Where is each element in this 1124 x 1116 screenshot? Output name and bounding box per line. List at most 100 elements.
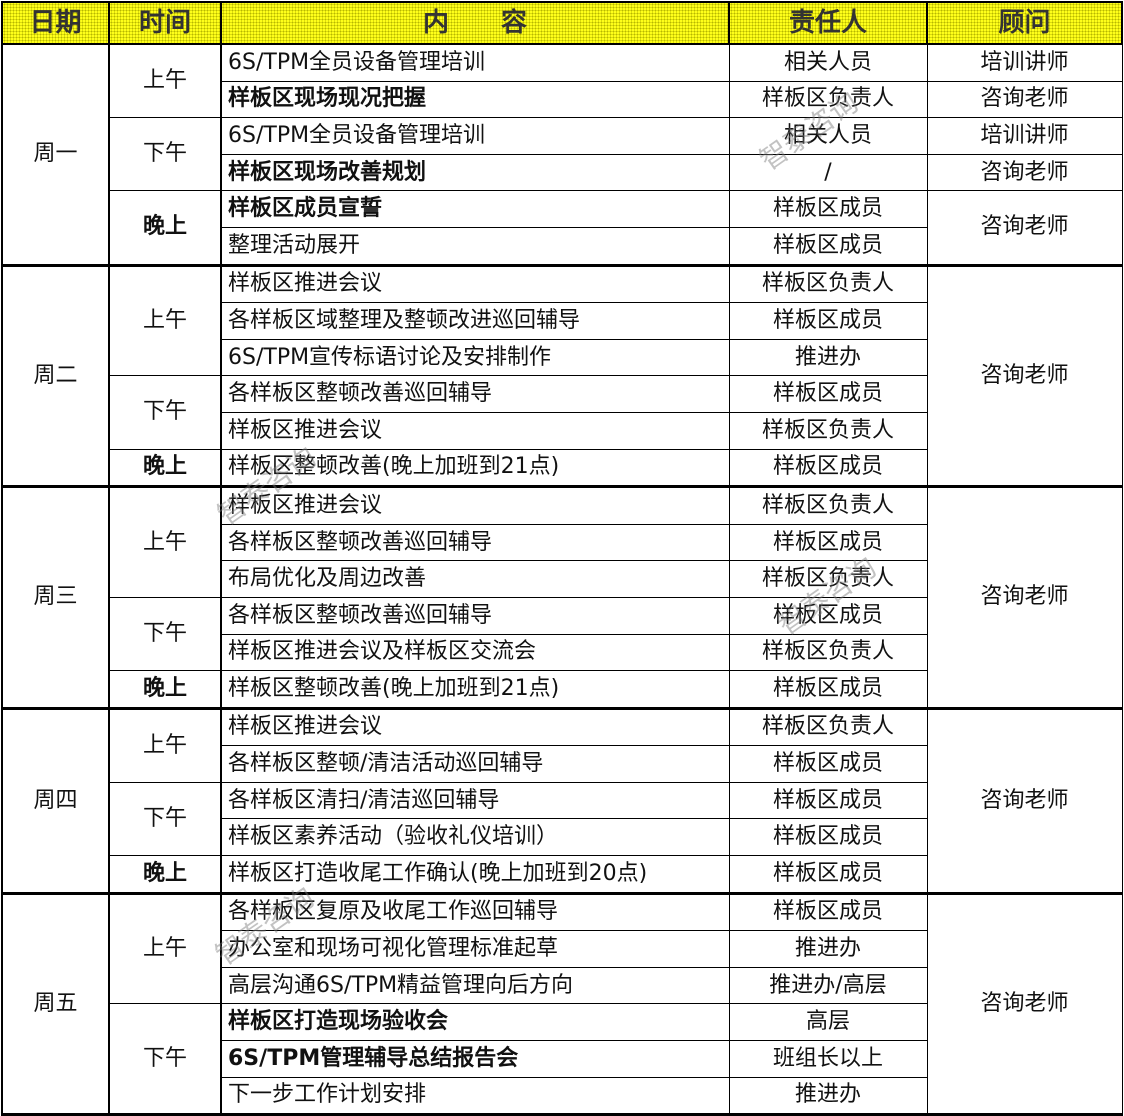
content-cell: 样板区整顿改善(晚上加班到21点) — [220, 670, 730, 710]
content-cell: 样板区打造收尾工作确认(晚上加班到20点) — [220, 855, 730, 895]
content-cell: 下一步工作计划安排 — [220, 1076, 730, 1116]
content-cell: 样板区打造现场验收会 — [220, 1003, 730, 1042]
time-cell: 下午 — [108, 1003, 222, 1116]
header-time: 时间 — [108, 1, 222, 45]
person-cell: 样板区负责人 — [728, 707, 928, 747]
content-cell: 各样板区整顿改善巡回辅导 — [220, 596, 730, 635]
content-cell: 样板区现场改善规划 — [220, 153, 730, 192]
advisor-cell: 咨询老师 — [926, 80, 1123, 119]
content-cell: 各样板区清扫/清洁巡回辅导 — [220, 781, 730, 820]
header-content: 内 容 — [220, 1, 730, 45]
person-cell: 样板区成员 — [728, 190, 928, 228]
table-row: 周二 上午 样板区推进会议 样板区负责人 咨询老师 — [1, 264, 1123, 489]
header-date: 日期 — [1, 1, 110, 45]
time-cell: 下午 — [108, 781, 222, 857]
person-cell: 样板区负责人 — [728, 264, 928, 304]
content-cell: 样板区成员宣誓 — [220, 190, 730, 228]
table-row: 高层沟通6S/TPM精益管理向后方向 推进办/高层 — [2, 966, 1122, 1005]
person-cell: 样板区负责人 — [728, 80, 928, 119]
content-cell: 样板区现场现况把握 — [220, 80, 730, 119]
content-cell: 整理活动展开 — [220, 226, 730, 267]
day-cell: 周一 — [1, 43, 110, 267]
person-cell: 样板区成员 — [728, 448, 928, 489]
header-row: 日期 时间 内 容 责任人 顾问 — [1, 1, 1123, 45]
content-cell: 6S/TPM宣传标语讨论及安排制作 — [220, 338, 730, 377]
content-cell: 各样板区整顿改善巡回辅导 — [220, 375, 730, 413]
day-cell: 周三 — [1, 486, 110, 710]
person-cell: 样板区成员 — [728, 818, 928, 857]
person-cell: 样板区成员 — [728, 226, 928, 267]
person-cell: 样板区成员 — [728, 892, 928, 932]
advisor-cell: 培训讲师 — [926, 117, 1123, 155]
table-row: 布局优化及周边改善 样板区负责人 — [2, 560, 1122, 598]
advisor-cell: 咨询老师 — [926, 264, 1123, 489]
person-cell: 样板区成员 — [728, 855, 928, 895]
advisor-cell: 咨询老师 — [926, 153, 1123, 192]
person-cell: 推进办 — [728, 930, 928, 968]
person-cell: 推进办/高层 — [728, 966, 928, 1005]
person-cell: 相关人员 — [728, 117, 928, 155]
person-cell: 样板区成员 — [728, 523, 928, 562]
advisor-cell: 咨询老师 — [926, 190, 1123, 267]
content-cell: 样板区素养活动（验收礼仪培训） — [220, 818, 730, 857]
table-row: 晚上 样板区整顿改善(晚上加班到21点) 样板区成员 — [2, 448, 1122, 489]
table-row: 各样板区整顿/清洁活动巡回辅导 样板区成员 — [2, 745, 1122, 783]
person-cell: 样板区成员 — [728, 302, 928, 340]
table-row: 各样板区整顿改善巡回辅导 样板区成员 — [2, 523, 1122, 562]
person-cell: 样板区成员 — [728, 375, 928, 413]
advisor-cell: 咨询老师 — [926, 707, 1123, 895]
advisor-cell: 咨询老师 — [926, 892, 1123, 1116]
content-cell: 样板区推进会议 — [220, 264, 730, 304]
table-row: 办公室和现场可视化管理标准起草 推进办 — [2, 930, 1122, 968]
table-row: 下午 6S/TPM全员设备管理培训 相关人员 培训讲师 — [2, 117, 1123, 192]
table-row: 样板区推进会议及样板区交流会 样板区负责人 — [2, 633, 1122, 672]
person-cell: 样板区成员 — [728, 596, 928, 635]
time-cell: 下午 — [108, 375, 222, 450]
table-row: 下午 各样板区清扫/清洁巡回辅导 样板区成员 — [2, 781, 1122, 857]
header-person: 责任人 — [728, 1, 928, 45]
table-row: 周三 上午 样板区推进会议 样板区负责人 咨询老师 — [1, 486, 1123, 710]
day-cell: 周四 — [1, 707, 110, 895]
time-cell: 上午 — [108, 43, 222, 119]
table-row: 周四 上午 样板区推进会议 样板区负责人 咨询老师 — [1, 707, 1123, 895]
table-row: 周五 上午 各样板区复原及收尾工作巡回辅导 样板区成员 咨询老师 — [1, 892, 1123, 1116]
person-cell: 样板区负责人 — [728, 633, 928, 672]
advisor-cell: 咨询老师 — [926, 486, 1123, 710]
content-cell: 样板区推进会议 — [220, 486, 730, 525]
time-cell: 上午 — [108, 486, 222, 598]
day-cell: 周五 — [1, 892, 110, 1116]
content-cell: 样板区推进会议 — [220, 707, 730, 747]
table-row: 下午 各样板区整顿改善巡回辅导 样板区成员 — [2, 375, 1122, 450]
time-cell: 下午 — [108, 117, 222, 192]
person-cell: 推进办 — [728, 1076, 928, 1116]
time-cell: 上午 — [108, 264, 222, 377]
time-cell: 上午 — [108, 707, 222, 783]
table-row: 下午 各样板区整顿改善巡回辅导 样板区成员 — [2, 596, 1122, 672]
person-cell: / — [728, 153, 928, 192]
content-cell: 6S/TPM全员设备管理培训 — [220, 117, 730, 155]
content-cell: 办公室和现场可视化管理标准起草 — [220, 930, 730, 968]
table-row: 各样板区域整理及整顿改进巡回辅导 样板区成员 — [2, 302, 1122, 340]
time-cell: 晚上 — [108, 670, 222, 710]
table-row: 样板区素养活动（验收礼仪培训） 样板区成员 — [2, 818, 1122, 857]
time-cell: 晚上 — [108, 448, 222, 489]
content-cell: 6S/TPM全员设备管理培训 — [220, 43, 730, 82]
time-cell: 晚上 — [108, 855, 222, 895]
content-cell: 布局优化及周边改善 — [220, 560, 730, 598]
time-cell: 晚上 — [108, 190, 222, 267]
table-row: 晚上 样板区成员宣誓 样板区成员 咨询老师 — [2, 190, 1123, 267]
person-cell: 推进办 — [728, 338, 928, 377]
time-cell: 上午 — [108, 892, 222, 1005]
time-cell: 下午 — [108, 596, 222, 672]
person-cell: 相关人员 — [728, 43, 928, 82]
table-row: 6S/TPM宣传标语讨论及安排制作 推进办 — [2, 338, 1122, 377]
person-cell: 样板区负责人 — [728, 486, 928, 525]
person-cell: 高层 — [728, 1003, 928, 1042]
person-cell: 样板区成员 — [728, 745, 928, 783]
table-row: 整理活动展开 样板区成员 — [2, 226, 1122, 267]
table-row: 6S/TPM管理辅导总结报告会 班组长以上 — [2, 1040, 1122, 1078]
header-advisor: 顾问 — [926, 1, 1123, 45]
table-row: 晚上 样板区打造收尾工作确认(晚上加班到20点) 样板区成员 — [2, 855, 1122, 895]
table-row: 周一 上午 6S/TPM全员设备管理培训 相关人员 培训讲师 — [1, 43, 1123, 267]
